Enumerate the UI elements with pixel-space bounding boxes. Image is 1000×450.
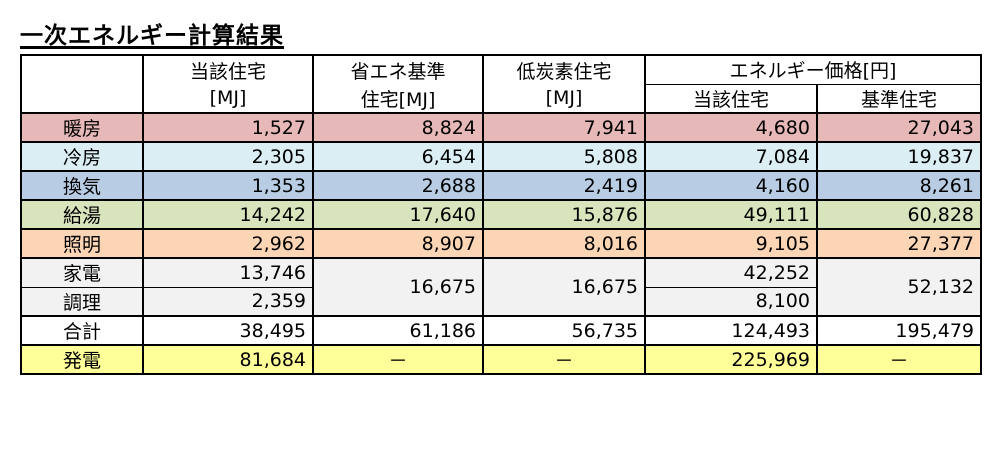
table-row: 家電 13,746 16,675 16,675 42,252 52,132 — [20, 257, 982, 317]
cell-lowcarbon-mj-merged: 16,675 — [482, 257, 646, 317]
row-label-hotwater: 給湯 — [20, 199, 144, 230]
table-row: 換気 1,353 2,688 2,419 4,160 8,261 — [20, 170, 982, 201]
table-row: 合計 38,495 61,186 56,735 124,493 195,479 — [20, 315, 982, 346]
cell-current-mj: 14,242 — [142, 199, 314, 230]
cell-price-standard: － — [816, 344, 982, 375]
header-price-standard: 基準住宅 — [816, 83, 982, 114]
header-standard-unit: 住宅[MJ] — [312, 84, 484, 114]
row-label-lighting: 照明 — [20, 228, 144, 259]
header-blank — [20, 54, 144, 84]
cell-price-current: 4,160 — [644, 170, 818, 201]
row-label-cooking: 調理 — [20, 286, 144, 317]
cell-current-mj: 2,962 — [142, 228, 314, 259]
header-current-mj: 当該住宅 — [142, 54, 314, 84]
table-row: 発電 81,684 － － 225,969 － — [20, 344, 982, 375]
cell-current-mj: 2,305 — [142, 141, 314, 172]
cell-current-mj: 38,495 — [142, 315, 314, 346]
row-label-heating: 暖房 — [20, 112, 144, 143]
header-row-2: [MJ] 住宅[MJ] [MJ] 当該住宅 基準住宅 — [20, 83, 982, 114]
cell-current-mj: 13,746 — [142, 257, 314, 288]
cell-price-standard: 195,479 — [816, 315, 982, 346]
energy-results-table: 当該住宅 省エネ基準 低炭素住宅 エネルギー価格[円] [MJ] 住宅[MJ] … — [20, 54, 982, 375]
table-row: 冷房 2,305 6,454 5,808 7,084 19,837 — [20, 141, 982, 172]
cell-standard-mj-merged: 16,675 — [312, 257, 484, 317]
cell-price-standard-merged: 52,132 — [816, 257, 982, 317]
cell-standard-mj: 8,907 — [312, 228, 484, 259]
cell-price-current: 225,969 — [644, 344, 818, 375]
cell-price-standard: 19,837 — [816, 141, 982, 172]
header-standard-mj: 省エネ基準 — [312, 54, 484, 84]
cell-price-standard: 27,043 — [816, 112, 982, 143]
header-price-current: 当該住宅 — [644, 83, 818, 114]
cell-lowcarbon-mj: 56,735 — [482, 315, 646, 346]
cell-standard-mj: － — [312, 344, 484, 375]
cell-standard-mj: 2,688 — [312, 170, 484, 201]
header-current-unit: [MJ] — [142, 84, 314, 114]
cell-lowcarbon-mj: 7,941 — [482, 112, 646, 143]
cell-current-mj: 1,527 — [142, 112, 314, 143]
table-row: 暖房 1,527 8,824 7,941 4,680 27,043 — [20, 112, 982, 143]
cell-price-current: 7,084 — [644, 141, 818, 172]
cell-price-standard: 8,261 — [816, 170, 982, 201]
row-label-ventilation: 換気 — [20, 170, 144, 201]
cell-price-current: 8,100 — [644, 286, 818, 317]
table-row: 調理 2,359 8,100 — [20, 286, 981, 317]
page-title: 一次エネルギー計算結果 — [20, 23, 284, 49]
cell-lowcarbon-mj: － — [482, 344, 646, 375]
table-row: 給湯 14,242 17,640 15,876 49,111 60,828 — [20, 199, 982, 230]
row-label-cooling: 冷房 — [20, 141, 144, 172]
cell-price-current: 49,111 — [644, 199, 818, 230]
cell-lowcarbon-mj: 15,876 — [482, 199, 646, 230]
header-lowcarbon-mj: 低炭素住宅 — [482, 54, 646, 84]
header-row-1: 当該住宅 省エネ基準 低炭素住宅 エネルギー価格[円] — [20, 54, 982, 85]
cell-standard-mj: 6,454 — [312, 141, 484, 172]
cell-lowcarbon-mj: 2,419 — [482, 170, 646, 201]
cell-current-mj: 1,353 — [142, 170, 314, 201]
cell-lowcarbon-mj: 8,016 — [482, 228, 646, 259]
cell-standard-mj: 8,824 — [312, 112, 484, 143]
cell-current-mj: 81,684 — [142, 344, 314, 375]
header-lowcarbon-unit: [MJ] — [482, 84, 646, 114]
cell-lowcarbon-mj: 5,808 — [482, 141, 646, 172]
cell-current-mj: 2,359 — [142, 286, 314, 317]
cell-standard-mj: 61,186 — [312, 315, 484, 346]
cell-price-standard: 27,377 — [816, 228, 982, 259]
header-energy-price: エネルギー価格[円] — [644, 54, 982, 85]
cell-price-current: 124,493 — [644, 315, 818, 346]
header-blank-2 — [20, 84, 144, 114]
row-label-appliances: 家電 — [20, 257, 144, 288]
table-row: 照明 2,962 8,907 8,016 9,105 27,377 — [20, 228, 982, 259]
cell-price-current: 4,680 — [644, 112, 818, 143]
row-label-generation: 発電 — [20, 344, 144, 375]
cell-price-current: 42,252 — [644, 257, 818, 288]
cell-price-current: 9,105 — [644, 228, 818, 259]
cell-standard-mj: 17,640 — [312, 199, 484, 230]
cell-price-standard: 60,828 — [816, 199, 982, 230]
row-label-total: 合計 — [20, 315, 144, 346]
